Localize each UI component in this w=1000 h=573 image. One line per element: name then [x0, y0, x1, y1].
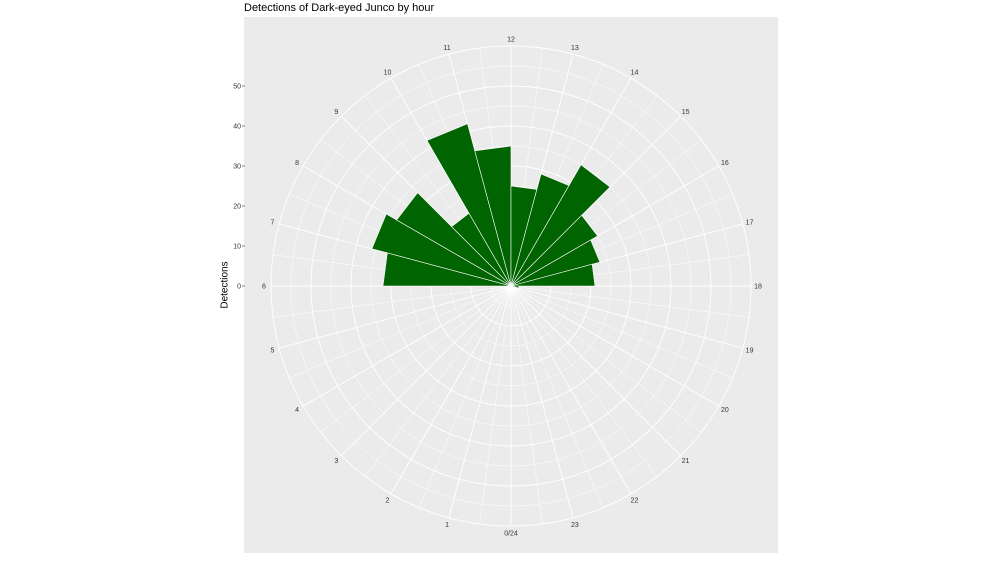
bar-hour-18: [510, 285, 520, 289]
grid-spoke-minor: [510, 285, 733, 379]
hour-label: 13: [571, 45, 579, 52]
y-tick-label: 50: [233, 84, 241, 91]
hour-label: 21: [682, 458, 690, 465]
y-tick-label: 0: [237, 284, 241, 291]
grid-spoke: [510, 285, 574, 518]
grid-spoke: [390, 285, 512, 495]
hour-label: 19: [746, 347, 754, 354]
y-tick-label: 10: [233, 244, 241, 251]
hour-label: 3: [334, 458, 338, 465]
hour-label: 23: [571, 522, 579, 529]
hour-label: 1: [445, 522, 449, 529]
grid-spoke: [510, 285, 720, 407]
hour-label: 16: [721, 160, 729, 167]
hour-label: 11: [443, 45, 450, 52]
grid-spoke-minor: [289, 285, 512, 379]
grid-spoke-minor: [510, 285, 604, 508]
y-tick-label: 40: [233, 124, 241, 131]
bar-hour-17: [510, 263, 596, 287]
grid-spoke: [279, 285, 512, 349]
grid-spoke-minor: [510, 285, 749, 318]
hour-label: 8: [295, 160, 299, 167]
bar-layer: [371, 123, 611, 289]
y-axis-ticks: 0 10 20 30 40 50: [233, 84, 245, 291]
chart-title: Detections of Dark-eyed Junco by hour: [244, 2, 435, 14]
hour-label: 5: [270, 347, 274, 354]
grid-spoke: [448, 285, 512, 518]
hour-label: 22: [631, 497, 639, 504]
grid-spoke-minor: [510, 285, 702, 433]
hour-label: 12: [507, 37, 515, 44]
hour-label: 9: [334, 109, 338, 116]
hour-label: 17: [746, 220, 754, 227]
grid-spoke: [510, 285, 682, 457]
grid-spoke-minor: [273, 285, 512, 318]
hour-labels: 0/24123456789101112131415161718192021222…: [262, 37, 762, 538]
hour-label: 15: [682, 109, 690, 116]
hour-label: 6: [262, 284, 266, 291]
hour-label: 2: [386, 497, 390, 504]
grid-spoke: [510, 285, 632, 495]
hour-label: 20: [721, 407, 729, 414]
hour-label: 10: [384, 70, 392, 77]
grid-spoke-minor: [320, 285, 512, 433]
hour-label: 7: [270, 220, 274, 227]
hour-label: 14: [631, 70, 639, 77]
grid-spoke: [302, 285, 512, 407]
y-tick-label: 20: [233, 204, 241, 211]
grid-spoke-minor: [479, 285, 512, 524]
grid-spoke: [340, 285, 512, 457]
grid-spoke: [510, 285, 743, 349]
grid-spoke-minor: [364, 285, 512, 477]
grid-spoke-minor: [418, 285, 512, 508]
hour-label: 18: [754, 284, 762, 291]
y-tick-label: 30: [233, 164, 241, 171]
grid-spoke-minor: [510, 285, 658, 477]
hour-label: 4: [295, 407, 299, 414]
hour-label: 0/24: [504, 531, 518, 538]
grid-spoke-minor: [510, 285, 543, 524]
